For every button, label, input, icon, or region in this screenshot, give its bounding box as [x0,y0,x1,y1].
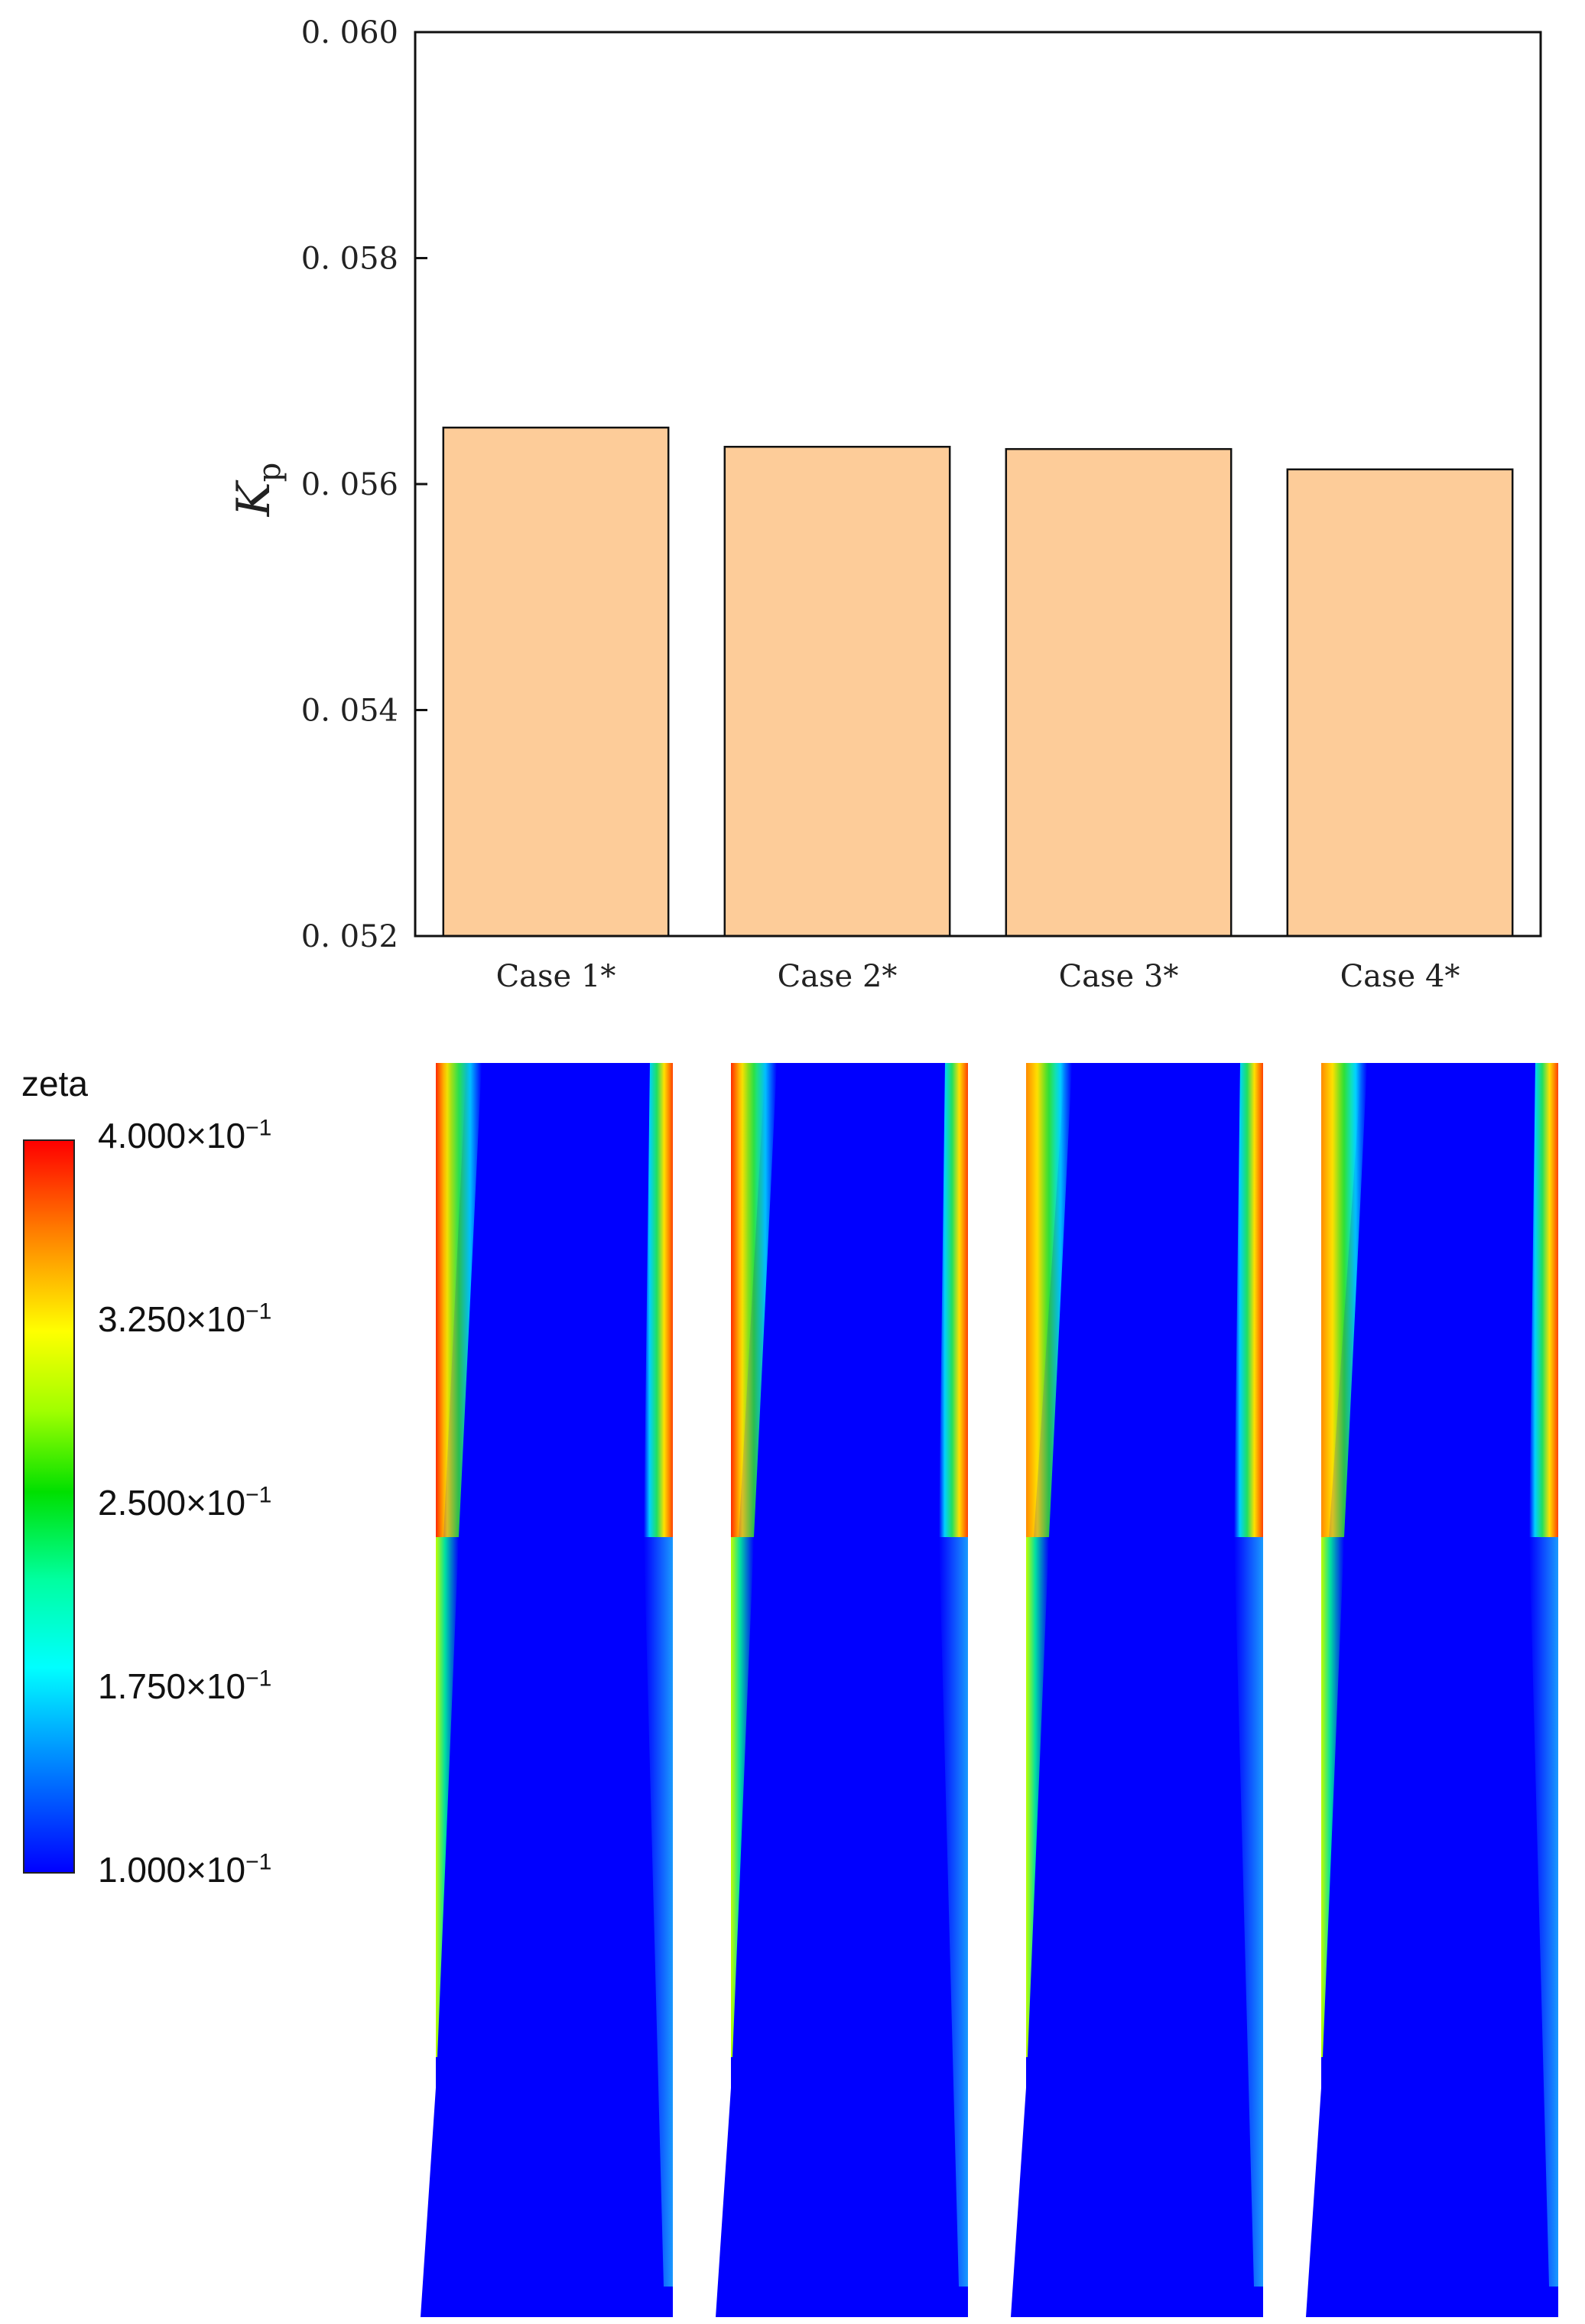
colorbar-tick-label: 3.250×10−1 [98,1299,272,1339]
colorbar-tick-label: 1.750×10−1 [98,1666,272,1706]
x-category-label: Case 2* [778,959,898,994]
y-axis-label: Kp [227,463,287,517]
x-category-label: Case 1* [496,959,616,994]
y-tick-label: 0. 058 [301,242,398,277]
bar-3 [1005,447,1233,938]
colorbar-title: zeta [21,1064,88,1103]
contour-panel-case-3 [1011,1063,1271,2317]
contour-field [716,1063,968,2317]
x-category-label: Case 3* [1059,959,1179,994]
y-axis-label-main: K [227,479,281,517]
contour-figure: zeta 4.000×10−1 3.250×10−1 2.500×10−1 1.750… [0,1017,1585,2324]
contour-panel-case-4 [1306,1063,1566,2317]
contour-field [1306,1063,1558,2317]
bar-4 [1286,468,1514,938]
y-tick-label: 0. 060 [301,15,398,50]
y-axis-label-subscript: p [252,463,287,483]
colorbar-tick-label: 4.000×10−1 [98,1115,272,1155]
colorbar-tick-label: 1.000×10−1 [98,1849,272,1890]
y-tick-label: 0. 056 [301,467,398,502]
colorbar [23,1139,75,1874]
bar-1 [442,426,670,938]
x-category-label: Case 4* [1340,959,1460,994]
contour-panel-case-1 [421,1063,680,2317]
y-tick-label: 0. 054 [301,694,398,729]
svg-text:Kp: Kp [227,463,287,517]
contour-panel-case-2 [716,1063,976,2317]
colorbar-tick-label: 2.500×10−1 [98,1482,272,1523]
bar-chart: Kp 0. 052 0. 054 0. 056 0. 058 0. 060 Case 1… [227,15,1542,994]
bar-2 [723,445,951,938]
contour-field [421,1063,673,2317]
contour-field [1011,1063,1263,2317]
y-tick-label: 0. 052 [301,919,398,954]
plot-frame [414,31,1542,938]
